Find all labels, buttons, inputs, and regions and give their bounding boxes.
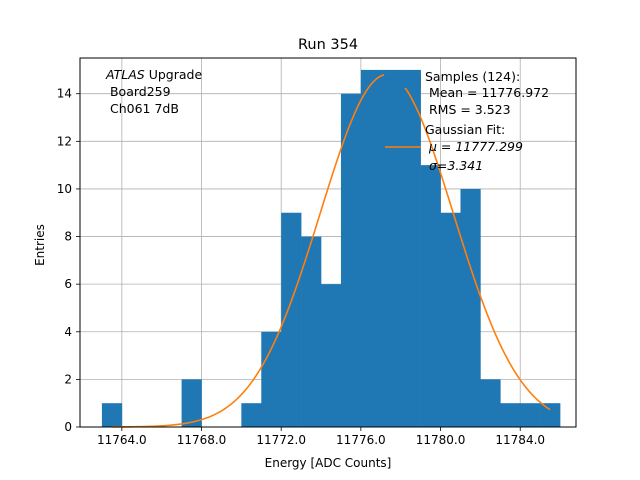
legend-hist-line-3: RMS = 3.523 — [425, 102, 511, 117]
x-tick-label: 11780.0 — [416, 433, 466, 447]
legend-hist-line-2: Mean = 11776.972 — [425, 85, 549, 100]
histogram-bar — [440, 212, 461, 427]
annotation-rest-1: Upgrade — [145, 67, 203, 82]
y-tick-label: 10 — [57, 182, 72, 196]
y-tick-label: 14 — [57, 87, 72, 101]
histogram-bar — [400, 69, 421, 427]
histogram-bar — [460, 188, 481, 427]
y-tick-label: 0 — [64, 420, 72, 434]
histogram-bar — [101, 403, 123, 427]
x-axis-label: Energy [ADC Counts] — [265, 456, 392, 470]
y-tick-label: 6 — [64, 277, 72, 291]
fit-curve — [111, 73, 551, 428]
histogram-bar — [301, 236, 322, 427]
histogram-bar — [420, 165, 441, 427]
x-tick-label: 11768.0 — [177, 433, 227, 447]
histogram-bar — [181, 379, 202, 427]
x-tick-label: 11772.0 — [256, 433, 306, 447]
legend-hist-line-1: Samples (124): — [425, 69, 520, 84]
legend-hist-swatch — [384, 74, 421, 88]
histogram-bar — [380, 69, 402, 427]
annotation-line-3: Ch061 7dB — [106, 101, 179, 116]
chart-title: Run 354 — [298, 37, 358, 53]
annotation-line-1: ATLAS Upgrade — [105, 67, 202, 82]
plot-frame — [79, 57, 577, 428]
histogram-bar — [500, 403, 521, 427]
histogram-bar — [261, 331, 282, 427]
legend: Samples (124): Mean = 11776.972 RMS = 3.… — [384, 69, 549, 173]
legend-fit-line-1: Gaussian Fit: — [425, 122, 505, 137]
y-tick-label: 2 — [64, 372, 72, 386]
histogram-bar — [480, 379, 501, 427]
histogram-bar — [241, 403, 262, 427]
histogram-bar — [540, 403, 561, 427]
annotation-italic-1: ATLAS — [105, 67, 145, 82]
x-tick-label: 11776.0 — [336, 433, 386, 447]
gaussian-fit — [111, 73, 551, 428]
y-tick-label: 4 — [64, 325, 72, 339]
histogram-bar — [281, 212, 302, 427]
histogram-bar — [321, 284, 342, 427]
annotation-line-2: Board259 — [106, 84, 171, 99]
histogram-bar — [360, 69, 382, 427]
x-tick-label: 11764.0 — [97, 433, 147, 447]
y-tick-label: 12 — [57, 134, 72, 148]
y-tick-label: 8 — [64, 230, 72, 244]
atlas-annotation: ATLAS Upgrade Board259 Ch061 7dB — [105, 67, 202, 116]
histogram-bar — [340, 93, 362, 427]
histogram-bar — [520, 403, 541, 427]
legend-fit-line-2: μ = 11777.299 — [425, 139, 523, 154]
axis-ticks: 11764.0 11768.0 11772.0 11776.0 11780.0 11784… — [57, 87, 545, 447]
x-tick-label: 11784.0 — [495, 433, 545, 447]
y-axis-label: Entries — [33, 224, 47, 266]
histogram-bars — [101, 69, 561, 427]
legend-fit-line-3: σ=3.341 — [425, 158, 483, 173]
